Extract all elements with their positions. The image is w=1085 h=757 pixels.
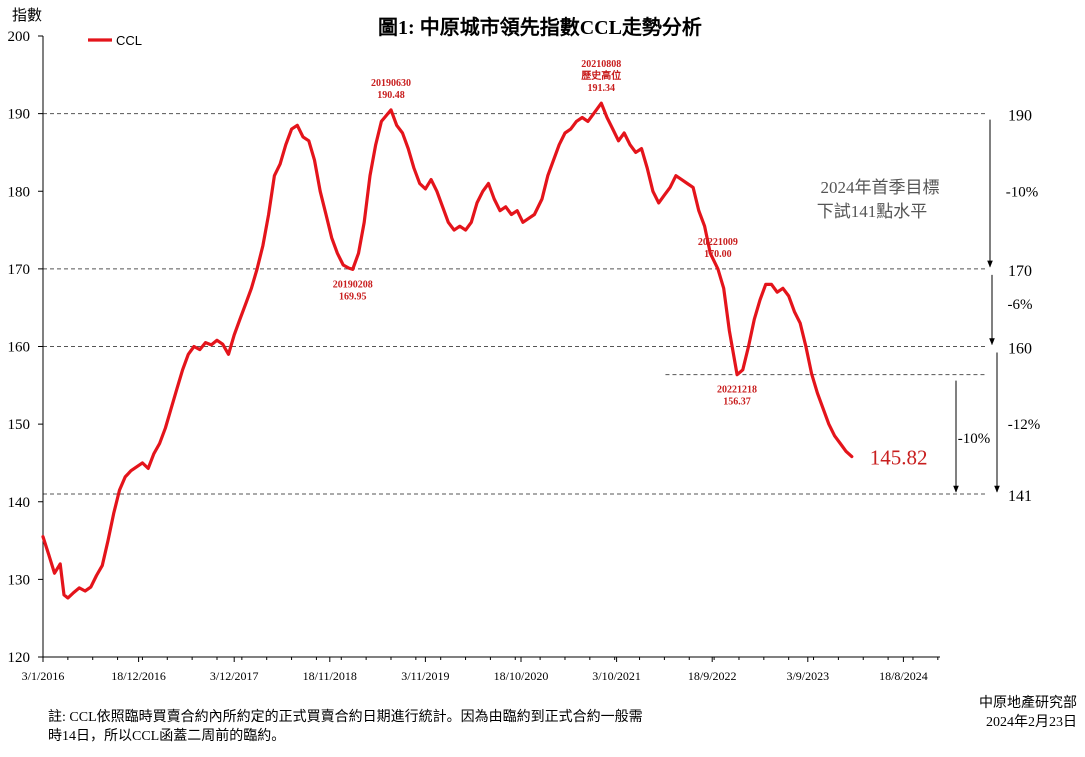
data-label-1-line-0: 20190630 (371, 78, 411, 89)
y-tick-label-140: 140 (8, 495, 31, 511)
x-tick-label-3/11/2019: 3/11/2019 (401, 669, 449, 683)
x-tick-label-3/9/2023: 3/9/2023 (786, 669, 829, 683)
reference-label-160: 160 (1008, 341, 1032, 358)
data-label-4-line-0: 20221218 (717, 385, 757, 396)
chart-title: 圖1: 中原城市領先指數CCL走勢分析 (378, 15, 702, 39)
y-tick-label-170: 170 (8, 262, 31, 278)
x-tick-label-18/9/2022: 18/9/2022 (688, 669, 737, 683)
pct-label-170-160: -6% (1008, 297, 1033, 313)
x-tick-label-18/12/2016: 18/12/2016 (111, 669, 166, 683)
y-tick-label-180: 180 (8, 184, 31, 200)
pct-label-156-141: -10% (958, 431, 991, 447)
footnote-line-2: 時14日，所以CCL函蓋二周前的臨約。 (48, 729, 286, 744)
y-tick-label-190: 190 (8, 107, 31, 123)
reference-label-170: 170 (1008, 263, 1032, 280)
footnote: 註: CCL依照臨時買賣合約內所約定的正式買賣合約日期進行統計。因為由臨約到正式… (48, 708, 748, 746)
y-tick-label-200: 200 (8, 29, 31, 45)
y-axis-label: 指數 (12, 7, 42, 24)
y-tick-label-150: 150 (8, 417, 31, 433)
x-tick-label-3/1/2016: 3/1/2016 (22, 669, 65, 683)
pct-label-190-170: -10% (1006, 184, 1039, 200)
footnote-line-1: 註: CCL依照臨時買賣合約內所約定的正式買賣合約日期進行統計。因為由臨約到正式… (48, 710, 643, 725)
reference-label-141: 141 (1008, 488, 1032, 505)
x-tick-label-18/11/2018: 18/11/2018 (303, 669, 357, 683)
legend-label: CCL (116, 33, 142, 48)
data-label-2-line-0: 20210808 (581, 59, 621, 70)
y-tick-label-130: 130 (8, 572, 31, 588)
data-label-3-line-1: 170.00 (704, 249, 732, 260)
data-label-3-line-0: 20221009 (698, 237, 738, 248)
source-note: 中原地產研究部 2024年2月23日 (979, 694, 1077, 732)
ccl-series-line (41, 101, 854, 600)
x-tick-label-18/8/2024: 18/8/2024 (879, 669, 928, 683)
data-label-4-line-1: 156.37 (723, 397, 751, 408)
data-label-2-line-2: 191.34 (588, 83, 616, 94)
source-date: 2024年2月23日 (986, 715, 1077, 730)
target-text-line-1: 2024年首季目標 (821, 178, 940, 197)
pct-label-160-141: -12% (1008, 417, 1041, 433)
reference-label-190: 190 (1008, 108, 1032, 125)
y-tick-label-120: 120 (8, 650, 31, 666)
target-text-line-2: 下試141點水平 (817, 202, 928, 221)
x-tick-label-18/10/2020: 18/10/2020 (494, 669, 549, 683)
last-value-label: 145.82 (870, 446, 928, 470)
data-label-0-line-1: 169.95 (339, 291, 367, 302)
x-tick-label-3/10/2021: 3/10/2021 (592, 669, 641, 683)
data-label-0-line-0: 20190208 (333, 279, 373, 290)
x-tick-label-3/12/2017: 3/12/2017 (210, 669, 259, 683)
data-label-2-line-1: 歷史高位 (581, 69, 621, 82)
y-tick-label-160: 160 (8, 340, 31, 356)
source-org: 中原地產研究部 (979, 696, 1077, 711)
data-label-1-line-1: 190.48 (377, 90, 405, 101)
